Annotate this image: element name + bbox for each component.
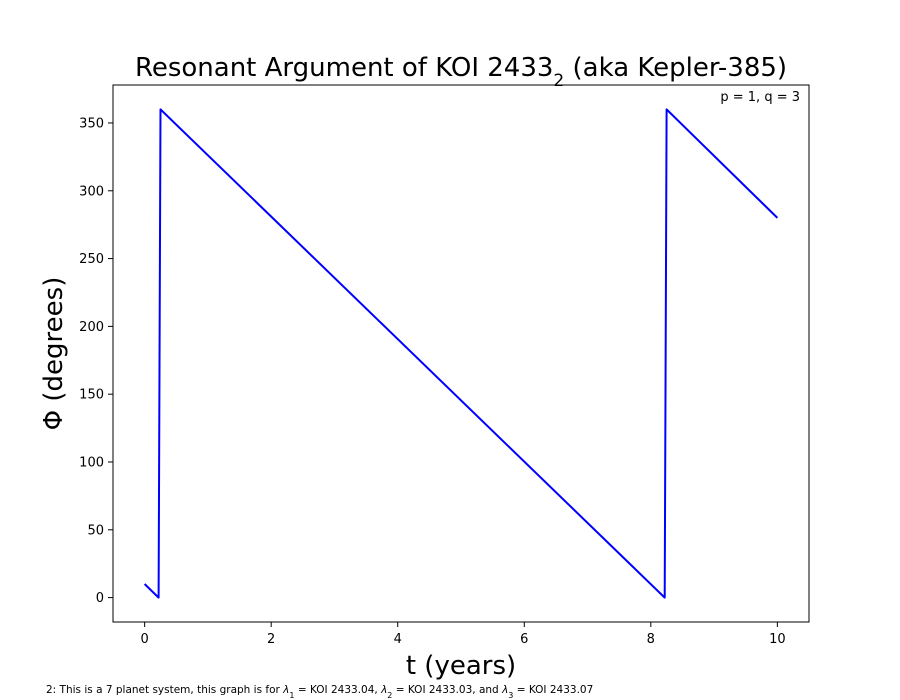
x-tick-label: 0 bbox=[140, 632, 148, 647]
footnote-segment: = KOI 2433.03, and bbox=[392, 684, 502, 696]
footnote-segment: λ bbox=[501, 684, 508, 696]
chart-title-main: Resonant Argument of KOI 2433 bbox=[135, 53, 553, 83]
footnote-segment: = KOI 2433.07 bbox=[513, 684, 593, 696]
footnote-segment: = KOI 2433.04, bbox=[294, 684, 381, 696]
y-tick-label: 250 bbox=[79, 252, 104, 267]
x-axis-ticks: 0 2 4 6 8 10 bbox=[140, 622, 786, 647]
chart-title: Resonant Argument of KOI 24332 (aka Kepl… bbox=[135, 53, 787, 91]
y-tick-label: 300 bbox=[79, 184, 104, 199]
y-axis-ticks: 0 50 100 150 200 250 300 350 bbox=[79, 116, 113, 606]
y-tick-label: 350 bbox=[79, 116, 104, 131]
x-tick-label: 4 bbox=[394, 632, 402, 647]
y-tick-label: 0 bbox=[96, 591, 104, 606]
x-axis-label: t (years) bbox=[406, 651, 516, 681]
chart-title-subscript: 2 bbox=[553, 71, 564, 91]
x-tick-label: 8 bbox=[647, 632, 655, 647]
y-axis-label: Φ (degrees) bbox=[39, 277, 69, 431]
x-tick-label: 6 bbox=[520, 632, 528, 647]
footnote: 2: This is a 7 planet system, this graph… bbox=[46, 684, 593, 700]
y-tick-label: 50 bbox=[87, 523, 104, 538]
footnote-segment: λ bbox=[282, 684, 289, 696]
series-line bbox=[143, 108, 779, 599]
x-tick-label: 2 bbox=[267, 632, 275, 647]
footnote-segment: λ bbox=[380, 684, 387, 696]
y-tick-label: 150 bbox=[79, 388, 104, 403]
y-tick-label: 100 bbox=[79, 455, 104, 470]
footnote-segment: 2 bbox=[387, 691, 392, 700]
plot-frame bbox=[112, 84, 810, 623]
series-layer bbox=[143, 108, 779, 599]
y-tick-label: 200 bbox=[79, 320, 104, 335]
x-tick-label: 10 bbox=[769, 632, 786, 647]
parameter-annotation: p = 1, q = 3 bbox=[720, 90, 800, 105]
footnote-segment: 1 bbox=[289, 691, 294, 700]
chart-title-suffix: (aka Kepler-385) bbox=[564, 53, 787, 83]
footnote-segment: 2: This is a 7 planet system, this graph… bbox=[46, 684, 283, 696]
footnote-segment: 3 bbox=[508, 691, 513, 700]
